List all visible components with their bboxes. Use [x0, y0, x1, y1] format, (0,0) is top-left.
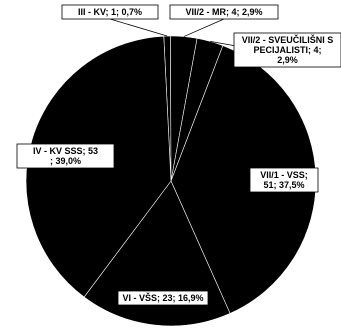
- data-label-box: [249, 167, 319, 193]
- data-label-6: IV - KV SSS; 53; 39,0%: [16, 143, 115, 169]
- leader-line-1: [109, 18, 168, 37]
- data-label-box: [169, 4, 279, 20]
- data-label-3: VII/2 - SVEUČILIŠNI S PECIJALISTI; 4; 2,9%: [233, 32, 341, 68]
- data-label-text: IV - KV SSS; 53; 39,0%: [33, 146, 98, 166]
- leader-line-2: [183, 18, 225, 37]
- data-label-1: III - KV; 1; 0,7%: [61, 4, 159, 20]
- data-label-4: VII/1 - VSS; 51; 37,5%: [249, 167, 319, 193]
- data-label-box: [61, 4, 159, 20]
- data-label-text: VI - VŠS; 23; 16,9%: [122, 292, 203, 303]
- data-label-box: [117, 290, 209, 306]
- data-label-text: VII/1 - VSS; 51; 37,5%: [260, 170, 308, 190]
- data-label-text: VII/2 - SVEUČILIŠNI S PECIJALISTI; 4; 2,9%: [242, 34, 334, 65]
- data-label-text: III - KV; 1; 0,7%: [78, 7, 142, 17]
- data-label-text: VII/2 - MR; 4; 2,9%: [185, 7, 262, 17]
- pie-slice-5: [83, 180, 231, 327]
- data-label-box: [233, 32, 341, 68]
- data-label-2: VII/2 - MR; 4; 2,9%: [169, 4, 279, 20]
- data-label-box: [16, 143, 115, 169]
- data-label-5: VI - VŠS; 23; 16,9%: [117, 290, 209, 306]
